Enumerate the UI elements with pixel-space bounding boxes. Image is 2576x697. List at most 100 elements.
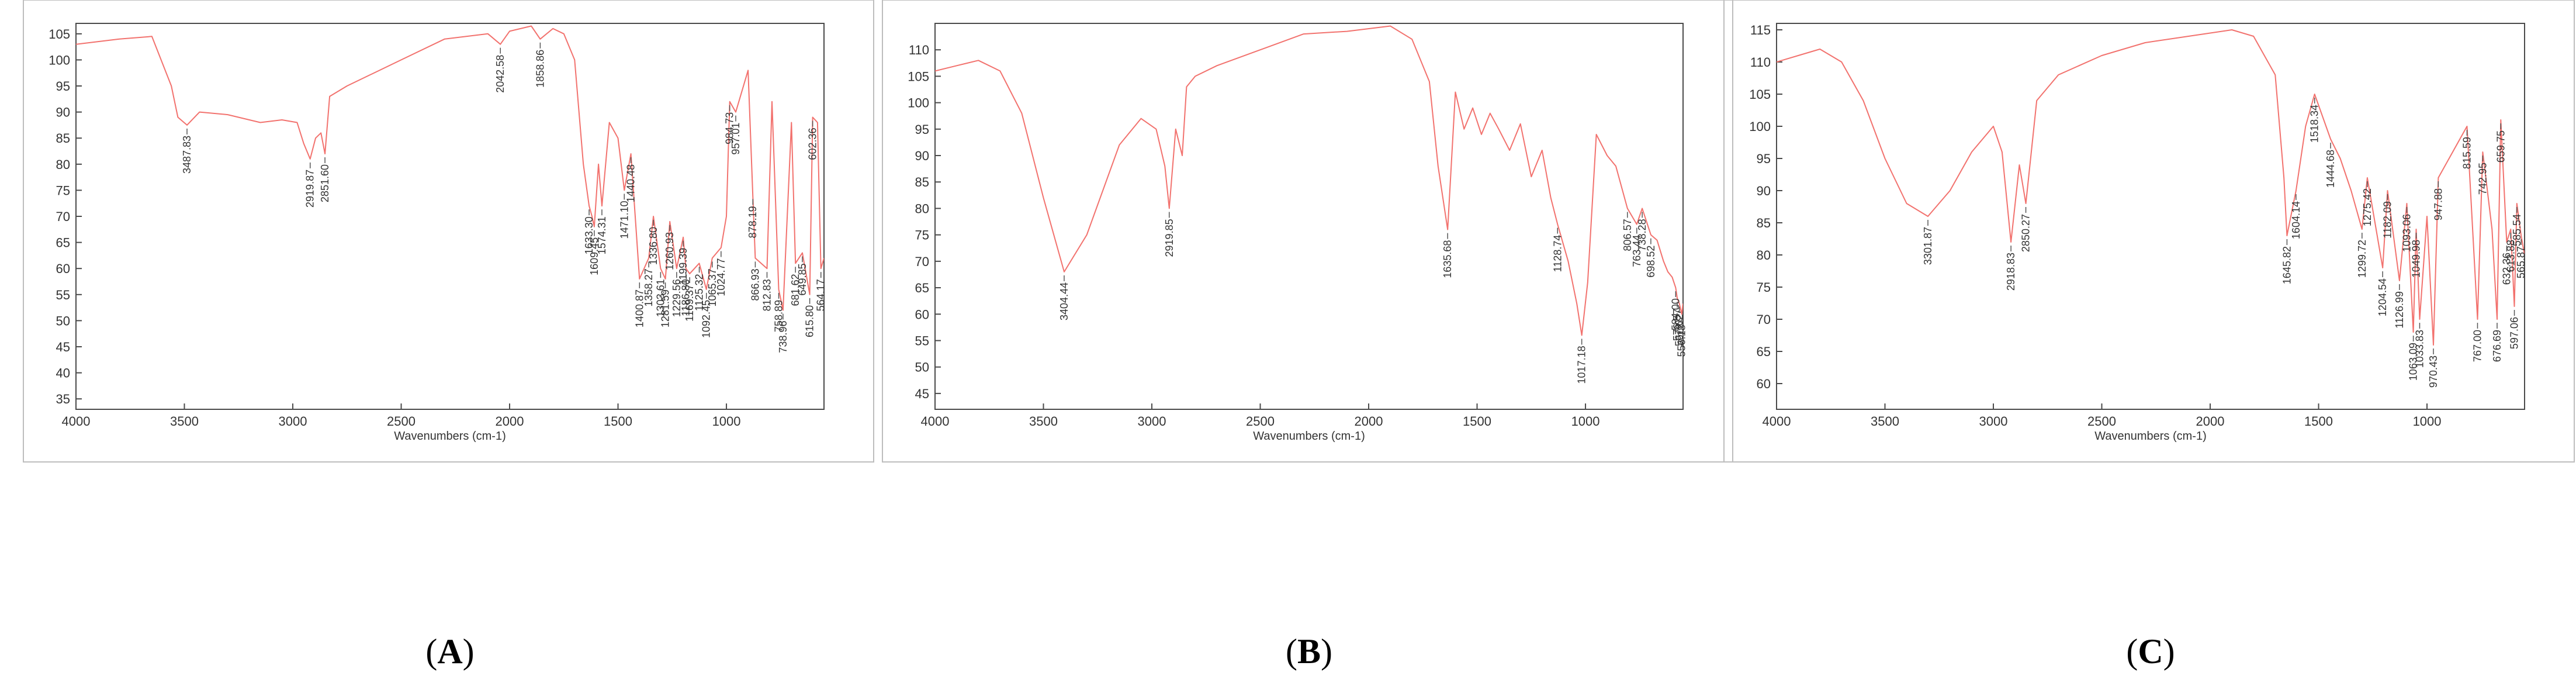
peak-label: 984.73 xyxy=(724,112,736,144)
peak-label: 1858.86 xyxy=(534,50,546,88)
x-tick-label: 4000 xyxy=(921,414,950,429)
x-tick-label: 1500 xyxy=(2304,414,2333,429)
y-tick-label: 110 xyxy=(1750,55,1771,70)
peak-label: 1358.27 xyxy=(643,268,655,306)
y-tick-label: 85 xyxy=(56,131,70,146)
plot-area-a xyxy=(75,23,825,410)
y-tick-label: 95 xyxy=(56,79,70,94)
x-tick-label: 1000 xyxy=(712,414,741,429)
peak-label: 698.52 xyxy=(1645,246,1657,278)
x-tick-label: 3500 xyxy=(1029,414,1058,429)
y-tick-label: 75 xyxy=(915,228,929,243)
peak-label: 1093.06 xyxy=(2401,214,2413,252)
peak-label: 649.85 xyxy=(797,263,808,295)
peak-label: 878.19 xyxy=(747,206,759,238)
peak-label: 676.69 xyxy=(2491,330,2503,362)
peak-label: 767.00 xyxy=(2472,330,2484,362)
chart-outer-frame-c xyxy=(1723,0,2575,463)
peak-label: 3404.44 xyxy=(1058,282,1070,320)
x-tick-label: 3000 xyxy=(1979,414,2008,429)
peak-label: 815.59 xyxy=(2461,137,2473,169)
y-tick-label: 55 xyxy=(915,333,929,348)
peak-label: 742.95 xyxy=(2477,163,2488,195)
plot-area-b xyxy=(934,23,1684,410)
y-tick-label: 60 xyxy=(915,307,929,322)
plot-area-c xyxy=(1776,23,2525,410)
peak-label: 2042.58 xyxy=(494,55,506,93)
peak-label: 659.75 xyxy=(2495,130,2506,163)
x-tick-label: 1500 xyxy=(1463,414,1491,429)
peak-label: 1128.74 xyxy=(1552,235,1563,272)
y-tick-label: 35 xyxy=(56,392,70,406)
peak-label: 1033.83 xyxy=(2414,330,2426,368)
peak-label: 1169.37 xyxy=(684,284,695,322)
peak-label: 1609.45 xyxy=(588,237,600,275)
peak-label: 1400.87 xyxy=(633,289,645,327)
x-tick-label: 2500 xyxy=(387,414,416,429)
x-tick-label: 4000 xyxy=(62,414,91,429)
y-tick-label: 90 xyxy=(56,105,70,120)
panel-c: 60 65 70 75 80 85 90 95 100 105 110 115 4000 3500 3000… xyxy=(1723,0,2576,697)
panel-label-c: (C) xyxy=(2126,632,2175,671)
peak-label: 567.02 xyxy=(1674,314,1685,346)
x-tick-label: 3500 xyxy=(170,414,199,429)
peak-label: 1604.14 xyxy=(2290,201,2302,239)
peak-label: 1645.82 xyxy=(2281,246,2293,284)
y-tick-label: 110 xyxy=(909,43,929,57)
y-tick-label: 65 xyxy=(56,236,70,250)
y-tick-label: 40 xyxy=(56,366,70,381)
peak-label: 632.36 xyxy=(2501,253,2512,285)
x-tick-label: 4000 xyxy=(1763,414,1791,429)
y-tick-label: 65 xyxy=(1757,344,1771,359)
peak-label: 2850.27 xyxy=(2020,214,2032,252)
peak-label: 1186.80 xyxy=(680,279,692,316)
spectrum-line xyxy=(76,25,824,311)
y-tick-label: 100 xyxy=(908,96,929,111)
y-tick-label: 95 xyxy=(1757,151,1771,166)
spectrum-line xyxy=(935,25,1683,336)
peak-label: 1633.30 xyxy=(583,216,595,254)
peak-label: 1303.61 xyxy=(655,279,666,317)
x-tick-label: 2000 xyxy=(2196,414,2225,429)
peak-label: 1092.45 xyxy=(701,300,712,338)
peak-label: 615.80 xyxy=(804,305,816,337)
y-tick-label: 95 xyxy=(915,122,929,137)
peak-label: 602.36 xyxy=(807,128,819,160)
peak-label: 1125.32 xyxy=(694,274,705,311)
chart-outer-frame-b xyxy=(882,0,1733,463)
y-tick-label: 60 xyxy=(56,261,70,276)
y-tick-label: 70 xyxy=(915,254,929,269)
y-tick-label: 45 xyxy=(56,340,70,354)
peak-label: 2918.83 xyxy=(2005,253,2017,291)
y-tick-label: 115 xyxy=(1750,23,1771,37)
peak-label: 1024.77 xyxy=(715,258,727,296)
peak-label: 1471.10 xyxy=(618,201,630,239)
y-tick-label: 75 xyxy=(56,183,70,198)
peak-label: 2919.85 xyxy=(1164,219,1175,257)
x-axis-label: Wavenumbers (cm-1) xyxy=(1253,430,1365,443)
peak-label: 812.83 xyxy=(761,279,773,311)
panel-label-b: (B) xyxy=(1286,632,1332,671)
x-tick-label: 3000 xyxy=(279,414,307,429)
peak-label: 1260.93 xyxy=(664,232,676,270)
peak-label: 565.87 xyxy=(2515,246,2527,278)
peak-label: 1299.72 xyxy=(2356,240,2368,278)
x-tick-label: 1000 xyxy=(2413,414,2442,429)
peak-label: 1049.98 xyxy=(2411,240,2422,278)
peak-label: 564.17 xyxy=(815,279,827,311)
peak-label: 3487.83 xyxy=(181,136,193,174)
x-axis-label: Wavenumbers (cm-1) xyxy=(2094,430,2207,443)
y-tick-label: 65 xyxy=(915,281,929,295)
ir-spectrum-chart-c: 60 65 70 75 80 85 90 95 100 105 110 115 4000 3500 3000… xyxy=(1723,0,2575,463)
peak-label: 576.57 xyxy=(1671,309,1683,341)
peak-label: 758.89 xyxy=(773,300,785,332)
y-tick-label: 80 xyxy=(56,157,70,172)
peak-label: 763.44 xyxy=(1631,235,1643,267)
panel-a: 35 40 45 50 55 60 65 70 75 80 85 90 95 100 105 4000 3500… xyxy=(23,0,877,697)
y-tick-label: 70 xyxy=(56,209,70,224)
peak-label: 585.54 xyxy=(2511,214,2523,246)
y-tick-label: 80 xyxy=(1757,248,1771,263)
y-tick-label: 50 xyxy=(56,313,70,328)
peak-label: 1182.09 xyxy=(2382,201,2394,239)
x-tick-label: 2500 xyxy=(1246,414,1275,429)
